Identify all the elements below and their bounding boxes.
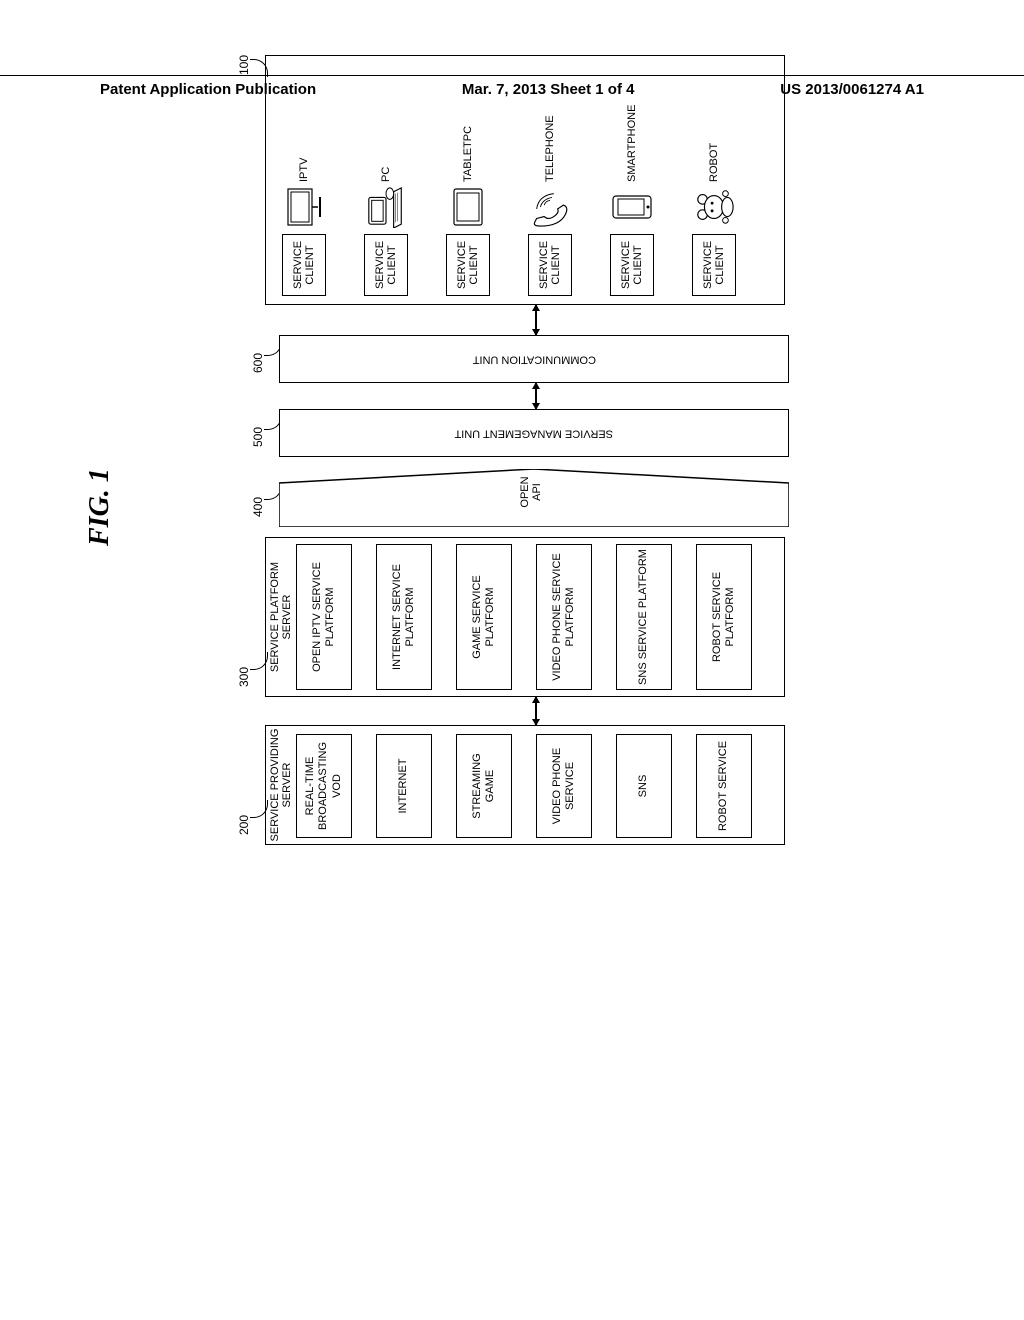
- iptv-icon: [282, 186, 326, 228]
- arrow-500-600: [535, 383, 537, 409]
- col-100: SERVICE CLIENT IPTV SERVICE CLIENT PC SE…: [265, 55, 785, 305]
- box-robot: ROBOT SERVICE: [696, 734, 752, 838]
- iptv-label: IPTV: [298, 158, 310, 182]
- figure-title: FIG. 1: [84, 468, 116, 546]
- sc-smartphone: SERVICE CLIENT: [610, 234, 654, 296]
- box-robot-platform: ROBOT SERVICE PLATFORM: [696, 544, 752, 690]
- communication-unit: COMMUNICATION UNIT: [279, 335, 789, 383]
- smartphone-icon: [610, 186, 654, 228]
- ref-100: 100: [237, 55, 251, 75]
- ref-400: 400: [251, 497, 265, 517]
- header-right: US 2013/0061274 A1: [780, 81, 924, 98]
- arrow-200-300: [535, 697, 537, 725]
- box-sns-platform: SNS SERVICE PLATFORM: [616, 544, 672, 690]
- box-game-platform: GAME SERVICE PLATFORM: [456, 544, 512, 690]
- open-api-pentagon: OPEN API: [279, 469, 789, 527]
- client-phone: SERVICE CLIENT TELEPHONE: [528, 115, 572, 296]
- client-robot: SERVICE CLIENT ROBOT: [692, 143, 736, 296]
- tablet-label: TABLETPC: [462, 126, 474, 182]
- pc-label: PC: [380, 167, 392, 182]
- sc-iptv: SERVICE CLIENT: [282, 234, 326, 296]
- col-300: SERVICE PLATFORM SERVER OPEN IPTV SERVIC…: [265, 537, 785, 697]
- diagram: 200 SERVICE PROVIDING SERVER REAL-TIME B…: [255, 55, 795, 845]
- client-smartphone: SERVICE CLIENT SMARTPHONE: [610, 105, 654, 296]
- sc-tablet: SERVICE CLIENT: [446, 234, 490, 296]
- tablet-icon: [446, 186, 490, 228]
- robot-icon: [692, 186, 736, 228]
- ref-300: 300: [237, 667, 251, 687]
- robot-label: ROBOT: [708, 143, 720, 182]
- pc-icon: [364, 186, 408, 228]
- col-300-title: SERVICE PLATFORM SERVER: [266, 538, 296, 696]
- phone-label: TELEPHONE: [544, 115, 556, 182]
- ref-600: 600: [251, 353, 265, 373]
- col-200: SERVICE PROVIDING SERVER REAL-TIME BROAD…: [265, 725, 785, 845]
- ref-500: 500: [251, 427, 265, 447]
- telephone-icon: [528, 186, 572, 228]
- client-pc: SERVICE CLIENT PC: [364, 167, 408, 296]
- client-iptv: SERVICE CLIENT IPTV: [282, 158, 326, 296]
- ref-200: 200: [237, 815, 251, 835]
- box-iptv-platform: OPEN IPTV SERVICE PLATFORM: [296, 544, 352, 690]
- sc-pc: SERVICE CLIENT: [364, 234, 408, 296]
- box-internet: INTERNET: [376, 734, 432, 838]
- col-200-title: SERVICE PROVIDING SERVER: [266, 726, 296, 844]
- sc-robot: SERVICE CLIENT: [692, 234, 736, 296]
- sc-phone: SERVICE CLIENT: [528, 234, 572, 296]
- box-realtime: REAL-TIME BROADCASTING VOD: [296, 734, 352, 838]
- box-streaming: STREAMING GAME: [456, 734, 512, 838]
- client-tablet: SERVICE CLIENT TABLETPC: [446, 126, 490, 296]
- arrow-600-100: [535, 305, 537, 335]
- service-mgmt-unit: SERVICE MANAGEMENT UNIT: [279, 409, 789, 457]
- box-videophone-platform: VIDEO PHONE SERVICE PLATFORM: [536, 544, 592, 690]
- open-api-label: OPEN API: [519, 469, 543, 515]
- box-internet-platform: INTERNET SERVICE PLATFORM: [376, 544, 432, 690]
- smartphone-label: SMARTPHONE: [626, 105, 638, 182]
- box-sns: SNS: [616, 734, 672, 838]
- box-videophone: VIDEO PHONE SERVICE: [536, 734, 592, 838]
